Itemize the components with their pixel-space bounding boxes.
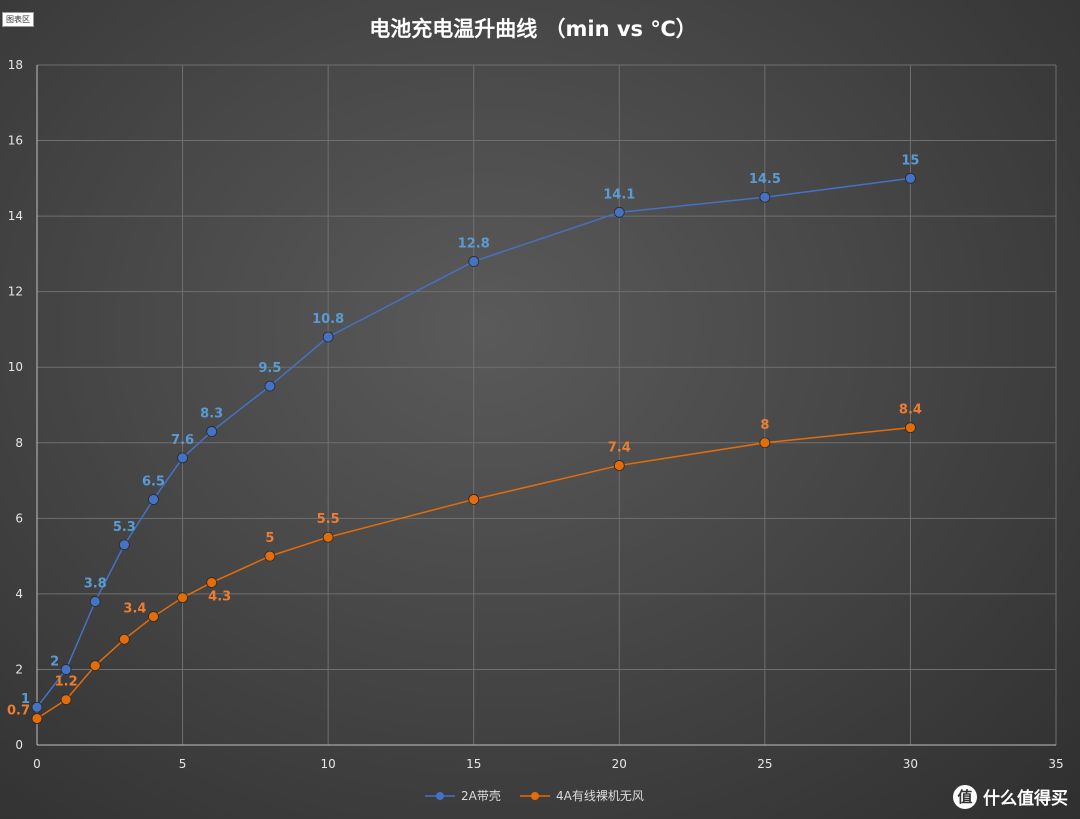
data-label: 10.8 [312, 312, 344, 327]
data-label: 7.6 [171, 433, 194, 448]
data-label: 0.7 [7, 704, 30, 719]
legend-label: 4A有线裸机无风 [556, 788, 644, 803]
data-point [759, 437, 771, 449]
legend-label: 2A带壳 [461, 789, 501, 803]
data-point [177, 452, 188, 464]
y-tick-label: 0 [15, 738, 23, 752]
y-tick-label: 14 [8, 209, 23, 223]
data-label: 14.5 [749, 172, 781, 187]
y-tick-label: 6 [15, 511, 23, 525]
x-tick-label: 5 [179, 757, 187, 771]
data-label: 5.5 [317, 512, 340, 527]
data-point [206, 426, 218, 437]
data-point [264, 550, 276, 562]
watermark-logo: 值 [953, 784, 977, 809]
chart-title: 电池充电温升曲线 （min vs ℃） [369, 17, 697, 41]
data-label: 8.4 [899, 403, 922, 418]
data-point [613, 460, 625, 471]
x-tick-label: 0 [33, 757, 41, 771]
grid [36, 64, 1057, 746]
x-tick-label: 25 [757, 757, 772, 771]
data-label: 9.5 [258, 361, 281, 376]
series [31, 172, 916, 724]
data-label: 7.4 [608, 440, 631, 455]
data-point [322, 531, 334, 543]
x-tick-label: 20 [612, 757, 627, 771]
y-tick-label: 12 [8, 285, 23, 299]
data-point [148, 494, 159, 505]
y-tick-label: 18 [8, 58, 23, 72]
chart-area-tag: 图表区 [2, 12, 34, 27]
data-point [322, 331, 334, 343]
data-point [264, 380, 276, 392]
x-tick-label: 35 [1048, 757, 1063, 771]
data-label: 3.8 [84, 576, 107, 591]
data-point [118, 633, 130, 645]
data-point [60, 664, 72, 675]
data-point [31, 701, 43, 713]
data-label: 1 [21, 692, 30, 707]
data-label: 15 [901, 153, 919, 168]
data-label: 2 [50, 654, 59, 669]
data-point [905, 422, 916, 434]
x-tick-label: 30 [903, 757, 918, 771]
y-tick-label: 10 [8, 360, 23, 374]
y-tick-label: 16 [8, 134, 23, 148]
data-label: 5 [265, 531, 274, 546]
data-point [89, 596, 101, 607]
data-point [905, 172, 916, 184]
data-labels: 123.85.36.57.68.39.510.812.814.114.5150.… [7, 153, 922, 718]
data-label: 8 [760, 418, 769, 433]
data-point [60, 694, 72, 706]
x-tick-label: 15 [466, 757, 481, 771]
data-label: 8.3 [200, 406, 223, 421]
data-point [177, 592, 188, 604]
y-tick-label: 2 [15, 662, 23, 676]
legend: 2A带壳 4A有线裸机无风 [425, 788, 644, 803]
data-point [118, 539, 130, 551]
data-point [206, 577, 218, 588]
legend-marker [436, 792, 444, 800]
y-tick-label: 4 [15, 587, 23, 601]
data-point [89, 660, 101, 672]
legend-marker [531, 792, 539, 800]
data-point [759, 191, 771, 203]
data-label: 4.3 [208, 590, 231, 605]
data-point [31, 713, 43, 724]
data-label: 14.1 [603, 187, 635, 202]
data-point [468, 256, 480, 267]
data-label: 1.2 [55, 675, 78, 690]
data-label: 6.5 [142, 474, 165, 489]
watermark: 值 什么值得买 [953, 784, 1068, 809]
watermark-text: 什么值得买 [983, 789, 1068, 809]
data-point [613, 206, 625, 218]
data-label: 5.3 [113, 520, 136, 535]
data-label: 3.4 [123, 602, 146, 617]
data-point [468, 494, 480, 505]
data-point [148, 611, 159, 622]
y-tick-label: 8 [15, 436, 23, 450]
data-label: 12.8 [458, 236, 490, 251]
x-tick-label: 10 [321, 757, 336, 771]
